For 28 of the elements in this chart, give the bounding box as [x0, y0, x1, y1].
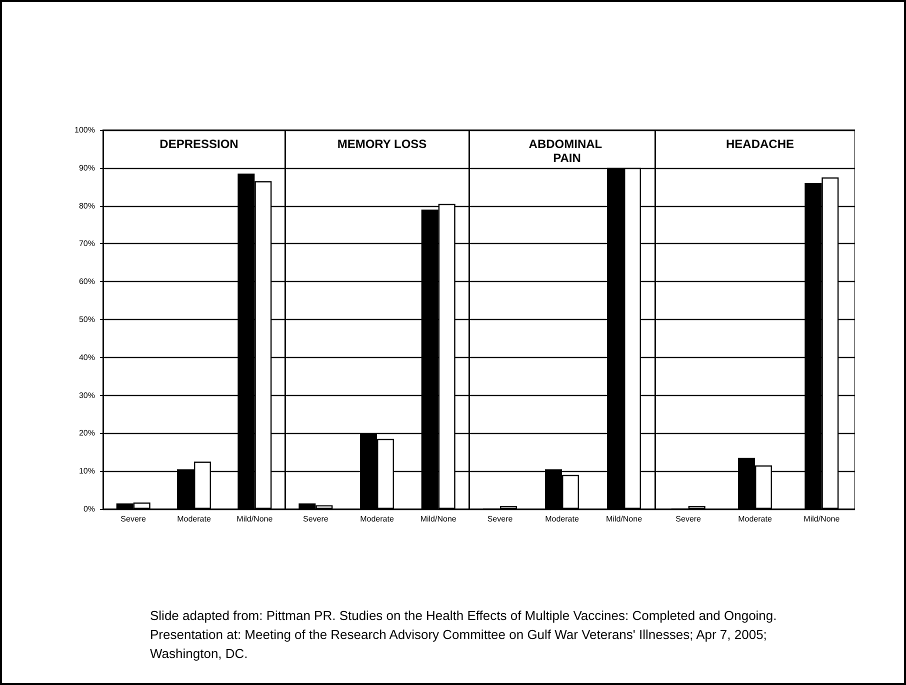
text: HEADACHE [726, 137, 794, 151]
y-tick-label: 80% [78, 201, 95, 210]
y-tick-label: 70% [78, 239, 95, 248]
x-tick-label: Severe [302, 514, 329, 524]
y-tick-label: 20% [78, 428, 95, 438]
x-tick-label: Severe [487, 514, 514, 524]
text: MEMORY LOSS [337, 137, 427, 151]
y-tick-label: 90% [78, 163, 95, 172]
y-tick-label: 40% [78, 352, 95, 362]
y-tick-label: 50% [78, 315, 95, 324]
y-tick-label: 100% [74, 126, 95, 134]
x-tick-label: Moderate [738, 514, 772, 524]
x-tick-label: Severe [120, 514, 147, 524]
x-tick-label: Moderate [545, 514, 580, 524]
y-tick-label: 10% [78, 466, 95, 476]
x-tick-label: Moderate [360, 514, 394, 524]
text: DEPRESSION [160, 137, 238, 151]
y-tick-label: 0% [83, 504, 95, 514]
text: ABDOMINAL PAIN [528, 137, 606, 165]
x-tick-label: Mild/None [804, 514, 840, 524]
x-tick-label: Mild/None [420, 514, 457, 524]
y-tick-label: 60% [78, 277, 95, 286]
y-tick-label: 30% [78, 390, 95, 400]
text: Slide adapted from: Pittman PR. Studies on the Health Effects of Multiple Vaccines: Completed and Ongoing. Presentation at: Meeting of the Research Advisory Committee on Gulf War Veterans' Illnesses; Apr 7, 2005; Washington, DC. [150, 607, 778, 663]
x-tick-label: Mild/None [606, 514, 643, 524]
x-tick-label: Moderate [177, 514, 212, 524]
x-tick-label: Mild/None [236, 514, 274, 524]
x-tick-label: Severe [676, 514, 702, 524]
